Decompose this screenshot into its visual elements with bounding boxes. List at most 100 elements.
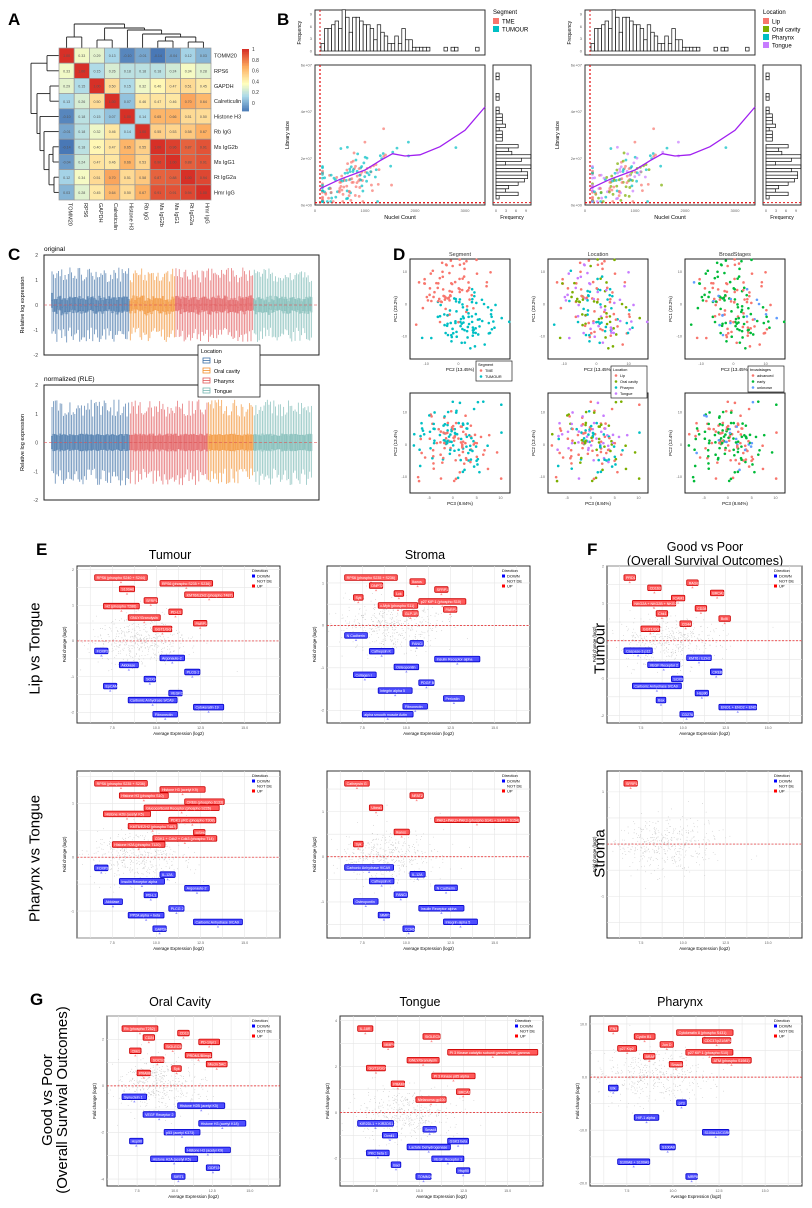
scatter-point <box>624 185 628 189</box>
volcano-point-notde <box>385 636 387 638</box>
pca-point <box>485 280 489 284</box>
volcano-point-notde <box>372 614 374 616</box>
volcano-point-notde <box>120 644 121 646</box>
volcano-point-notde <box>142 835 144 837</box>
colorbar-tick-label: 1 <box>252 47 255 53</box>
volcano-label-box <box>152 625 173 633</box>
volcano-point-notde <box>81 641 83 643</box>
pca-point <box>700 295 704 299</box>
volcano-point-notde <box>124 853 126 855</box>
pca-point <box>726 400 730 404</box>
legend-label: NOT DE <box>507 578 522 583</box>
boxplot-box <box>85 409 88 480</box>
pca-point <box>722 435 726 438</box>
volcano-point-notde <box>122 848 124 849</box>
volcano-point-notde <box>170 642 171 644</box>
scatter-point <box>611 192 615 196</box>
pca-point <box>561 277 564 281</box>
volcano-point-notde <box>360 627 361 629</box>
heatmap-cell-value: 0.12 <box>185 54 192 58</box>
volcano-point-up <box>119 786 123 789</box>
volcano-point-down <box>144 918 148 921</box>
histogram-bar <box>495 72 500 77</box>
heatmap-row-label: Rb IgG <box>214 130 231 136</box>
heatmap-cell-value: 0.29 <box>63 85 70 89</box>
volcano-point-notde <box>382 640 384 642</box>
pca-point <box>468 298 471 301</box>
volcano-point-notde <box>132 839 133 841</box>
volcano-point-notde <box>181 634 183 636</box>
volcano-point-notde <box>138 649 140 651</box>
volcano-label-text: Periostin <box>446 697 460 701</box>
volcano-point-notde <box>119 652 121 654</box>
pca-point <box>736 446 739 449</box>
heatmap-cell: 0.46 <box>165 93 181 110</box>
scatter-point <box>376 200 379 203</box>
volcano-point-up <box>396 609 400 612</box>
volcano-label-box <box>152 835 218 842</box>
volcano-point-notde <box>166 860 168 862</box>
colorbar-segment <box>242 73 249 76</box>
pca-point <box>580 294 583 298</box>
pca-point <box>466 325 470 329</box>
scatter-point <box>591 169 594 173</box>
scatter-point <box>367 173 371 177</box>
volcano-point-notde <box>87 648 89 650</box>
pca-point <box>589 424 593 428</box>
pca-point <box>421 306 425 310</box>
pca-point <box>490 327 494 331</box>
volcano-label-text: SOX9 <box>146 678 156 682</box>
pca-point <box>592 477 596 481</box>
volcano-point-notde <box>97 830 99 832</box>
scatter-point <box>357 194 361 198</box>
volcano-point-notde <box>172 858 174 860</box>
pca-point <box>463 468 466 472</box>
heatmap-row-label: Rt IgG2a <box>214 175 237 181</box>
volcano-point-notde <box>376 621 378 623</box>
histogram-bar <box>397 43 403 52</box>
pca-point <box>745 315 749 318</box>
pca-point <box>742 315 745 319</box>
volcano-label-down: Argonaute-2 <box>184 884 210 894</box>
heatmap-cell: -0.04 <box>165 47 181 64</box>
volcano-label-box <box>434 655 481 663</box>
volcano-point-notde <box>100 634 101 636</box>
pca-point <box>430 415 433 418</box>
boxplot-box <box>109 274 112 332</box>
volcano-point-notde <box>348 625 350 627</box>
volcano-point-notde <box>415 623 417 624</box>
pca-point <box>617 435 621 439</box>
pca-point <box>595 421 599 425</box>
pca-point <box>428 287 432 290</box>
volcano-point-notde <box>371 624 373 626</box>
colorbar-segment <box>242 90 249 93</box>
volcano-point-notde <box>161 651 163 653</box>
volcano-label-box <box>193 703 225 711</box>
volcano-label-text: Histone H3 (phospho S10) <box>121 794 163 798</box>
pca-point <box>735 288 739 292</box>
boxplot-box <box>129 280 132 341</box>
histogram-bar <box>495 133 503 139</box>
boxplot-box <box>285 277 288 331</box>
volcano-point-notde <box>81 850 83 851</box>
pca-point <box>441 461 444 464</box>
volcano-point-notde <box>141 642 143 643</box>
pca-point <box>458 300 461 304</box>
heatmap-cell-value: 0.65 <box>124 145 131 149</box>
boxplot-box <box>199 409 202 473</box>
volcano-point-notde <box>149 658 151 660</box>
scatter-point <box>613 171 617 175</box>
volcano-label-box <box>118 661 139 669</box>
pca-point <box>485 284 488 288</box>
volcano-label-box <box>377 602 419 609</box>
volcano-point-notde <box>147 646 148 648</box>
volcano-point-notde <box>124 644 126 646</box>
pca-point <box>694 437 698 441</box>
volcano-label-text: Lck <box>396 592 402 596</box>
boxplot-box <box>271 272 274 338</box>
volcano-point-notde <box>382 616 384 618</box>
volcano-point-notde <box>195 869 197 871</box>
pca-point <box>442 431 445 434</box>
histogram-bar <box>653 35 659 52</box>
pca-point <box>742 286 746 290</box>
